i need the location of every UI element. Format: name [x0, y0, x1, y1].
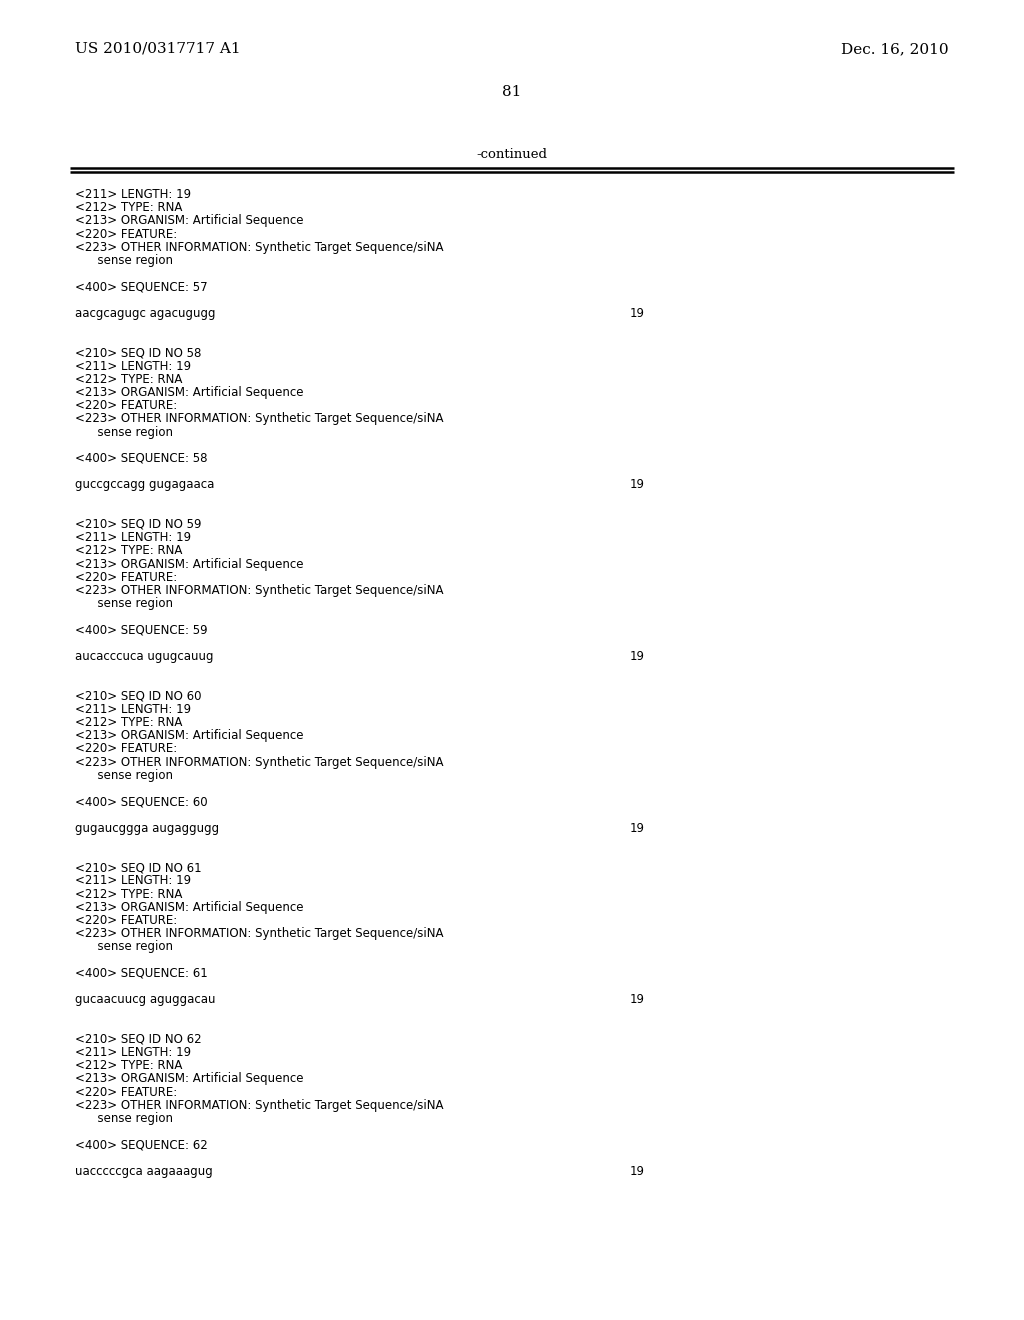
Text: <211> LENGTH: 19: <211> LENGTH: 19	[75, 187, 191, 201]
Text: 19: 19	[630, 821, 645, 834]
Text: Dec. 16, 2010: Dec. 16, 2010	[842, 42, 949, 55]
Text: <223> OTHER INFORMATION: Synthetic Target Sequence/siNA: <223> OTHER INFORMATION: Synthetic Targe…	[75, 927, 443, 940]
Text: <213> ORGANISM: Artificial Sequence: <213> ORGANISM: Artificial Sequence	[75, 729, 303, 742]
Text: <212> TYPE: RNA: <212> TYPE: RNA	[75, 544, 182, 557]
Text: gugaucggga augaggugg: gugaucggga augaggugg	[75, 821, 219, 834]
Text: <400> SEQUENCE: 60: <400> SEQUENCE: 60	[75, 795, 208, 808]
Text: sense region: sense region	[75, 253, 173, 267]
Text: <220> FEATURE:: <220> FEATURE:	[75, 1085, 177, 1098]
Text: <212> TYPE: RNA: <212> TYPE: RNA	[75, 887, 182, 900]
Text: <212> TYPE: RNA: <212> TYPE: RNA	[75, 715, 182, 729]
Text: 19: 19	[630, 478, 645, 491]
Text: <211> LENGTH: 19: <211> LENGTH: 19	[75, 1045, 191, 1059]
Text: <213> ORGANISM: Artificial Sequence: <213> ORGANISM: Artificial Sequence	[75, 557, 303, 570]
Text: <212> TYPE: RNA: <212> TYPE: RNA	[75, 372, 182, 385]
Text: 81: 81	[503, 84, 521, 99]
Text: <211> LENGTH: 19: <211> LENGTH: 19	[75, 531, 191, 544]
Text: <400> SEQUENCE: 61: <400> SEQUENCE: 61	[75, 966, 208, 979]
Text: -continued: -continued	[476, 148, 548, 161]
Text: sense region: sense region	[75, 768, 173, 781]
Text: <212> TYPE: RNA: <212> TYPE: RNA	[75, 1059, 182, 1072]
Text: <212> TYPE: RNA: <212> TYPE: RNA	[75, 201, 182, 214]
Text: <213> ORGANISM: Artificial Sequence: <213> ORGANISM: Artificial Sequence	[75, 385, 303, 399]
Text: <210> SEQ ID NO 62: <210> SEQ ID NO 62	[75, 1032, 202, 1045]
Text: <223> OTHER INFORMATION: Synthetic Target Sequence/siNA: <223> OTHER INFORMATION: Synthetic Targe…	[75, 240, 443, 253]
Text: <223> OTHER INFORMATION: Synthetic Target Sequence/siNA: <223> OTHER INFORMATION: Synthetic Targe…	[75, 412, 443, 425]
Text: 19: 19	[630, 306, 645, 319]
Text: <211> LENGTH: 19: <211> LENGTH: 19	[75, 702, 191, 715]
Text: <223> OTHER INFORMATION: Synthetic Target Sequence/siNA: <223> OTHER INFORMATION: Synthetic Targe…	[75, 1098, 443, 1111]
Text: <220> FEATURE:: <220> FEATURE:	[75, 227, 177, 240]
Text: <211> LENGTH: 19: <211> LENGTH: 19	[75, 874, 191, 887]
Text: aucacccuca ugugcauug: aucacccuca ugugcauug	[75, 649, 213, 663]
Text: <400> SEQUENCE: 57: <400> SEQUENCE: 57	[75, 280, 208, 293]
Text: <213> ORGANISM: Artificial Sequence: <213> ORGANISM: Artificial Sequence	[75, 214, 303, 227]
Text: sense region: sense region	[75, 425, 173, 438]
Text: <211> LENGTH: 19: <211> LENGTH: 19	[75, 359, 191, 372]
Text: <210> SEQ ID NO 61: <210> SEQ ID NO 61	[75, 861, 202, 874]
Text: uacccccgca aagaaagug: uacccccgca aagaaagug	[75, 1164, 213, 1177]
Text: gucaacuucg aguggacau: gucaacuucg aguggacau	[75, 993, 215, 1006]
Text: <210> SEQ ID NO 59: <210> SEQ ID NO 59	[75, 517, 202, 531]
Text: <213> ORGANISM: Artificial Sequence: <213> ORGANISM: Artificial Sequence	[75, 1072, 303, 1085]
Text: <223> OTHER INFORMATION: Synthetic Target Sequence/siNA: <223> OTHER INFORMATION: Synthetic Targe…	[75, 583, 443, 597]
Text: sense region: sense region	[75, 940, 173, 953]
Text: <223> OTHER INFORMATION: Synthetic Target Sequence/siNA: <223> OTHER INFORMATION: Synthetic Targe…	[75, 755, 443, 768]
Text: <400> SEQUENCE: 59: <400> SEQUENCE: 59	[75, 623, 208, 636]
Text: sense region: sense region	[75, 1111, 173, 1125]
Text: 19: 19	[630, 649, 645, 663]
Text: <400> SEQUENCE: 62: <400> SEQUENCE: 62	[75, 1138, 208, 1151]
Text: <210> SEQ ID NO 60: <210> SEQ ID NO 60	[75, 689, 202, 702]
Text: sense region: sense region	[75, 597, 173, 610]
Text: US 2010/0317717 A1: US 2010/0317717 A1	[75, 42, 241, 55]
Text: <400> SEQUENCE: 58: <400> SEQUENCE: 58	[75, 451, 208, 465]
Text: <213> ORGANISM: Artificial Sequence: <213> ORGANISM: Artificial Sequence	[75, 900, 303, 913]
Text: guccgccagg gugagaaca: guccgccagg gugagaaca	[75, 478, 214, 491]
Text: aacgcagugc agacugugg: aacgcagugc agacugugg	[75, 306, 215, 319]
Text: 19: 19	[630, 1164, 645, 1177]
Text: <220> FEATURE:: <220> FEATURE:	[75, 742, 177, 755]
Text: <220> FEATURE:: <220> FEATURE:	[75, 913, 177, 927]
Text: 19: 19	[630, 993, 645, 1006]
Text: <220> FEATURE:: <220> FEATURE:	[75, 570, 177, 583]
Text: <210> SEQ ID NO 58: <210> SEQ ID NO 58	[75, 346, 202, 359]
Text: <220> FEATURE:: <220> FEATURE:	[75, 399, 177, 412]
